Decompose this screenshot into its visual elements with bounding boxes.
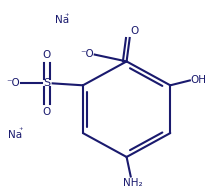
Text: ⁺: ⁺ xyxy=(18,126,23,135)
Text: Na: Na xyxy=(8,129,22,140)
Text: OH: OH xyxy=(191,75,207,85)
Text: O: O xyxy=(43,50,51,60)
Text: ⁻O: ⁻O xyxy=(6,78,20,88)
Text: ⁻O: ⁻O xyxy=(80,49,94,59)
Text: O: O xyxy=(43,107,51,117)
Text: NH₂: NH₂ xyxy=(123,178,143,188)
Text: Na: Na xyxy=(55,15,69,26)
Text: ⁺: ⁺ xyxy=(65,12,69,21)
Text: O: O xyxy=(131,26,139,36)
Text: S: S xyxy=(43,78,50,88)
